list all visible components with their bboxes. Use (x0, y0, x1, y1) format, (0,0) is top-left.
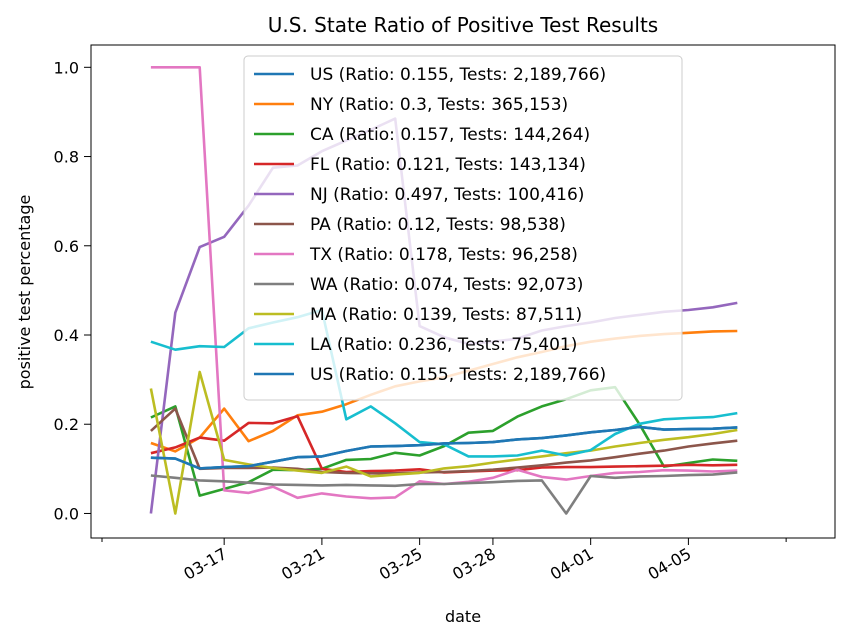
legend-label: MA (Ratio: 0.139, Tests: 87,511) (310, 305, 582, 325)
series-line-8 (149, 370, 738, 515)
legend-label: NY (Ratio: 0.3, Tests: 365,153) (310, 95, 568, 115)
y-tick-label: 0.2 (54, 415, 79, 434)
x-tick-label: 03-21 (278, 544, 328, 584)
x-tick-label: 03-25 (376, 544, 426, 584)
legend-label: PA (Ratio: 0.12, Tests: 98,538) (310, 215, 566, 235)
y-tick-label: 0.4 (54, 326, 79, 345)
series-line-7 (150, 471, 738, 515)
legend-label: WA (Ratio: 0.074, Tests: 92,073) (310, 275, 583, 295)
x-tick-label: 04-05 (645, 544, 695, 584)
x-tick-label: 03-17 (180, 544, 230, 584)
legend: US (Ratio: 0.155, Tests: 2,189,766) NY (R… (243, 55, 683, 401)
chart-title: U.S. State Ratio of Positive Test Result… (268, 13, 658, 37)
plot-area (90, 44, 836, 539)
legend-box (243, 55, 683, 401)
legend-label: CA (Ratio: 0.157, Tests: 144,264) (310, 125, 590, 145)
y-tick-label: 0.6 (54, 237, 79, 256)
x-tick-label: 04-01 (547, 544, 597, 584)
y-tick-label: 1.0 (54, 58, 79, 77)
series-line-5 (150, 407, 738, 475)
legend-label: FL (Ratio: 0.121, Tests: 143,134) (310, 155, 586, 175)
legend-label: TX (Ratio: 0.178, Tests: 96,258) (309, 245, 578, 265)
legend-label: US (Ratio: 0.155, Tests: 2,189,766) (310, 365, 606, 385)
y-axis-label: positive test percentage (15, 195, 34, 390)
x-axis: 03-17 03-21 03-25 03-28 04-01 04-05 (101, 538, 787, 584)
y-tick-label: 0.0 (54, 504, 79, 523)
series-line-10 (150, 425, 738, 470)
x-tick-label: 03-28 (449, 544, 499, 584)
legend-label: US (Ratio: 0.155, Tests: 2,189,766) (310, 65, 606, 85)
x-axis-label: date (445, 607, 481, 626)
legend-label: NJ (Ratio: 0.497, Tests: 100,416) (310, 185, 584, 205)
legend-label: LA (Ratio: 0.236, Tests: 75,401) (310, 335, 577, 355)
y-tick-label: 0.8 (54, 148, 79, 167)
y-axis: 0.0 0.2 0.4 0.6 0.8 1.0 (54, 58, 91, 523)
